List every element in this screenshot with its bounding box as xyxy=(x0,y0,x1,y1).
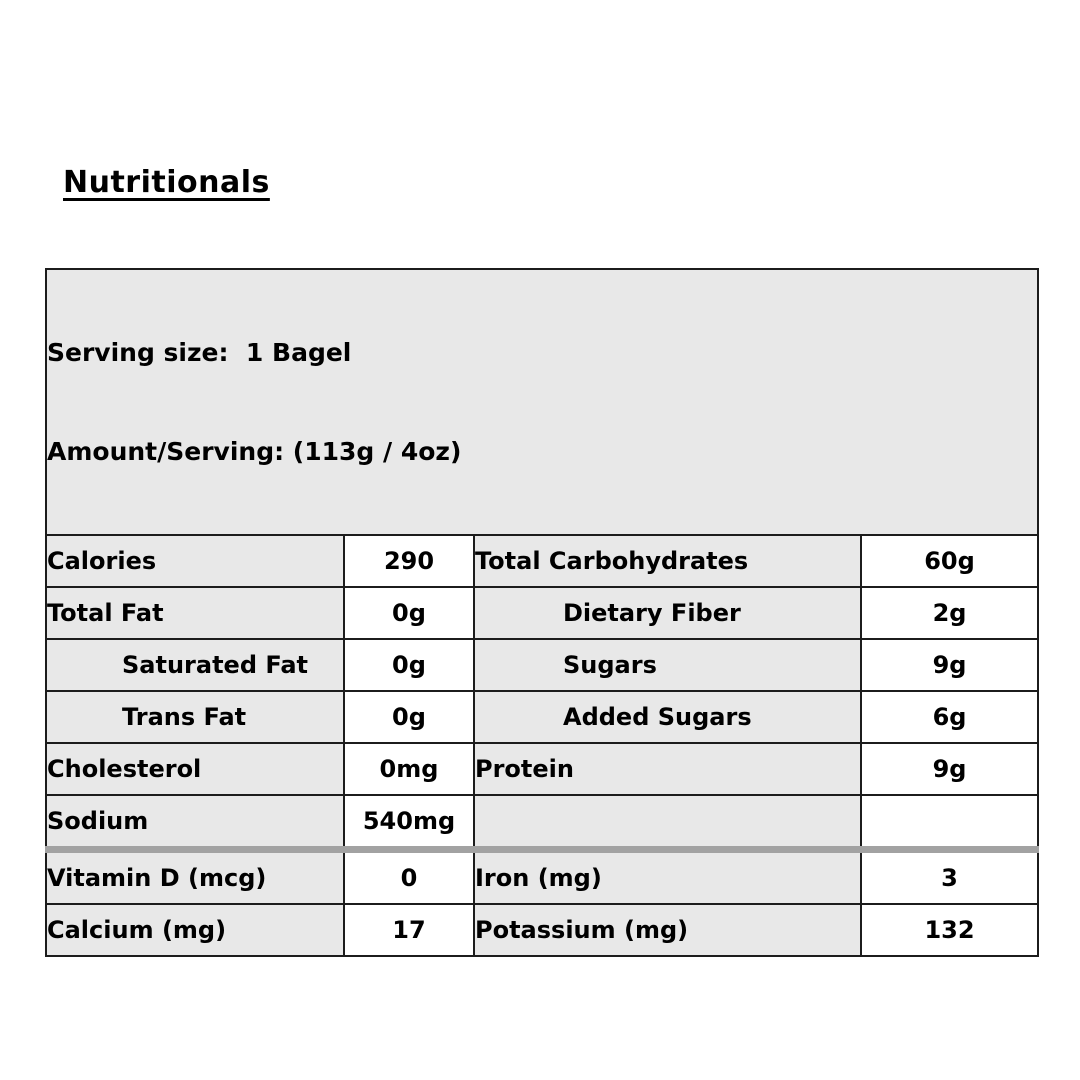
table-row-calories: Calories 290 Total Carbohydrates 60g xyxy=(45,534,1040,588)
serving-size-line: Serving size: 1 Bagel xyxy=(47,338,352,367)
nutrient-value-cell: 6g xyxy=(859,690,1040,744)
nutrient-label-cell: Iron (mg) xyxy=(473,846,862,905)
table-row-total-fat: Total Fat 0g Dietary Fiber 2g xyxy=(45,586,1040,640)
nutrient-label-cell: Protein xyxy=(473,742,862,796)
nutrient-value-cell: 0 xyxy=(343,846,475,905)
table-row-sodium: Sodium 540mg xyxy=(45,794,1040,851)
table-row-trans-fat: Trans Fat 0g Added Sugars 6g xyxy=(45,690,1040,744)
nutrient-label-cell: Calcium (mg) xyxy=(45,903,345,957)
nutrient-value-cell: 0g xyxy=(343,638,475,692)
nutrient-value-cell: 17 xyxy=(343,903,475,957)
nutrient-value-cell: 0mg xyxy=(343,742,475,796)
nutrient-label-cell: Dietary Fiber xyxy=(473,586,862,640)
nutrient-value-cell: 132 xyxy=(859,903,1040,957)
nutrient-value-cell: 2g xyxy=(859,586,1040,640)
nutrient-value-cell-empty xyxy=(859,794,1040,851)
nutrient-value-cell: 9g xyxy=(859,742,1040,796)
nutrient-value-cell: 0g xyxy=(343,586,475,640)
serving-info-row: Serving size: 1 Bagel Amount/Serving: (1… xyxy=(44,268,1040,536)
nutrient-label-cell: Total Carbohydrates xyxy=(473,534,862,588)
page-title: Nutritionals xyxy=(63,165,270,200)
nutrient-label-cell: Calories xyxy=(45,534,345,588)
table-row-calcium: Calcium (mg) 17 Potassium (mg) 132 xyxy=(45,903,1040,957)
nutrient-value-cell: 290 xyxy=(343,534,475,588)
nutrient-label-cell: Potassium (mg) xyxy=(473,903,862,957)
nutrient-value-cell: 0g xyxy=(343,690,475,744)
nutrient-value-cell: 60g xyxy=(859,534,1040,588)
nutrient-label-cell: Total Fat xyxy=(45,586,345,640)
nutrient-label-cell: Sodium xyxy=(45,794,345,851)
nutrient-label-cell: Sugars xyxy=(473,638,862,692)
table-row-saturated-fat: Saturated Fat 0g Sugars 9g xyxy=(45,638,1040,692)
table-row-vitamin-d: Vitamin D (mcg) 0 Iron (mg) 3 xyxy=(45,846,1040,905)
nutrient-value-cell: 9g xyxy=(859,638,1040,692)
table-row-cholesterol: Cholesterol 0mg Protein 9g xyxy=(45,742,1040,796)
nutrient-label-cell: Added Sugars xyxy=(473,690,862,744)
nutrition-table: Serving size: 1 Bagel Amount/Serving: (1… xyxy=(44,268,1040,957)
nutrient-label-cell-empty xyxy=(473,794,862,851)
nutrient-label-cell: Trans Fat xyxy=(45,690,345,744)
nutrient-value-cell: 3 xyxy=(859,846,1040,905)
nutrient-label-cell: Saturated Fat xyxy=(45,638,345,692)
nutrient-value-cell: 540mg xyxy=(343,794,475,851)
nutrient-label-cell: Vitamin D (mcg) xyxy=(45,846,345,905)
nutrient-label-cell: Cholesterol xyxy=(45,742,345,796)
amount-serving-line: Amount/Serving: (113g / 4oz) xyxy=(47,437,462,466)
serving-info-cell: Serving size: 1 Bagel Amount/Serving: (1… xyxy=(44,268,1040,536)
